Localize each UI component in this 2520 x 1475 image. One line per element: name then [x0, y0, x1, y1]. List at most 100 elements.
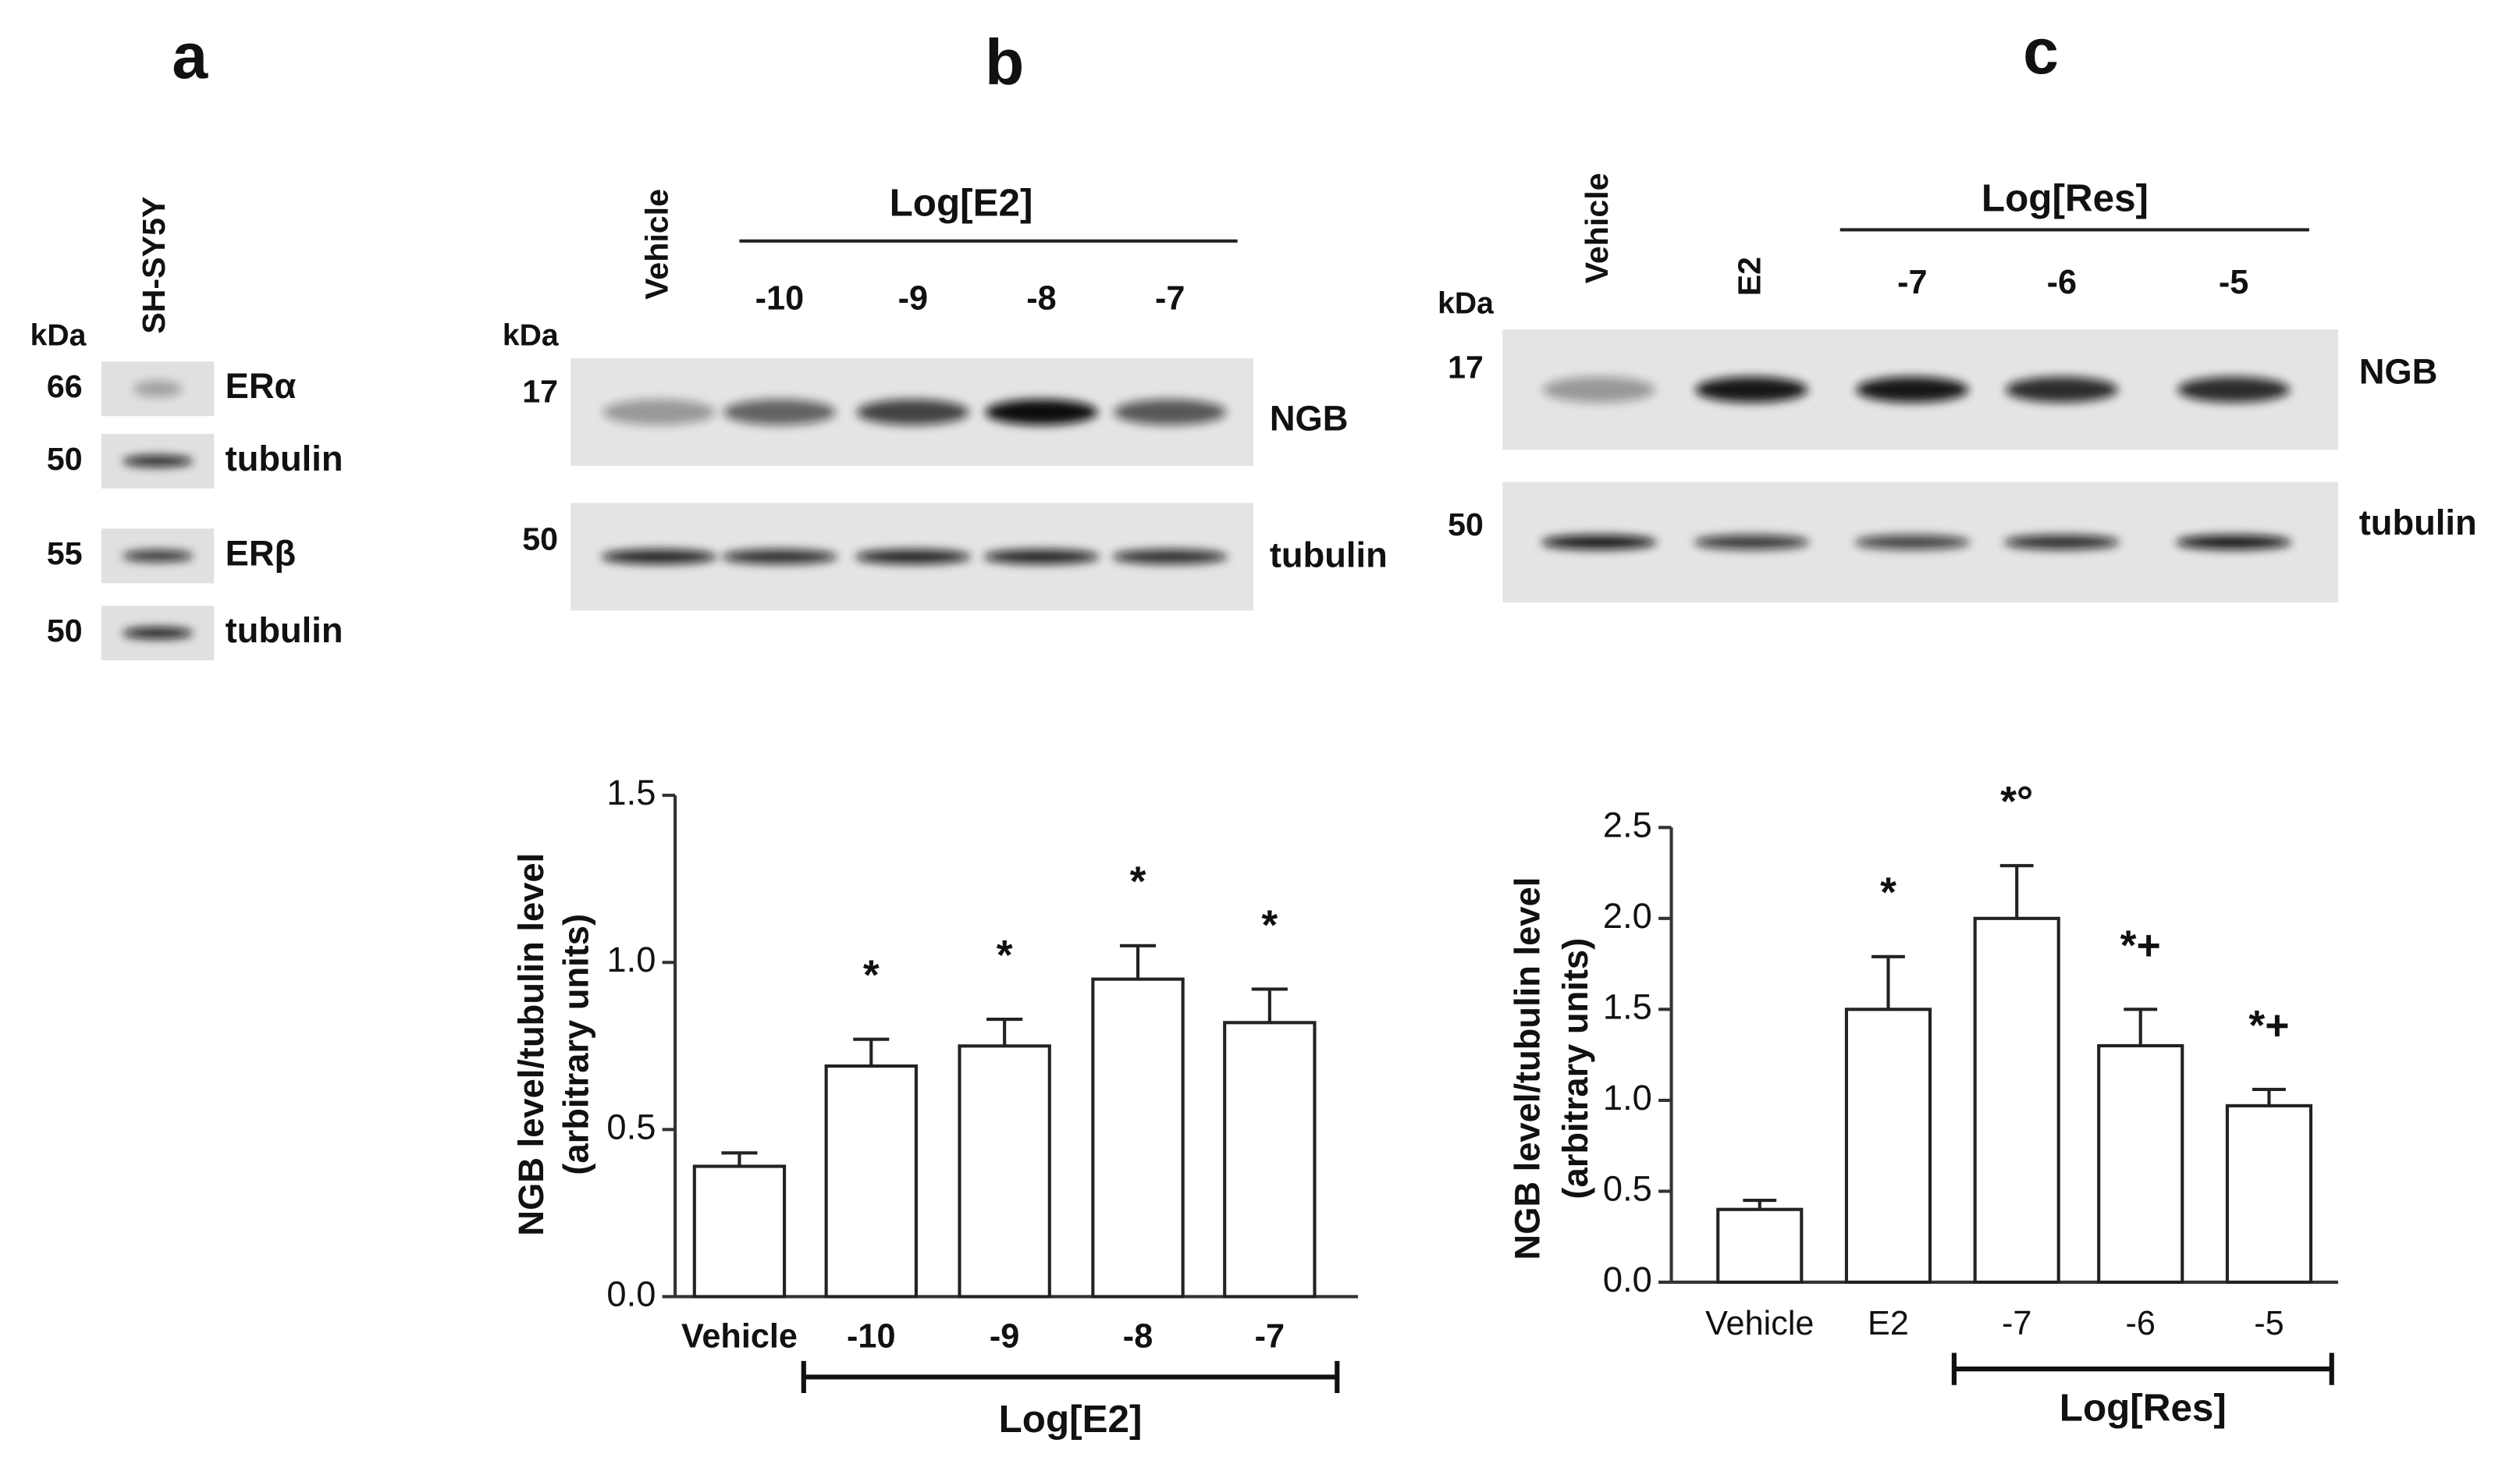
blot-band [1542, 376, 1655, 403]
y-tick-label: 2.0 [1603, 896, 1652, 936]
bar [692, 1164, 787, 1299]
blot-band [133, 380, 183, 397]
panel-label: a [172, 20, 208, 92]
significance-mark: *+ [2248, 1003, 2289, 1049]
significance-mark: * [863, 953, 880, 999]
protein-label: ERβ [226, 533, 297, 573]
blot-band [122, 550, 194, 562]
kda-value: 50 [1448, 506, 1484, 542]
blot-band [2176, 535, 2292, 550]
y-axis-label: NGB level/tubulin level [1507, 877, 1547, 1260]
blot-band [723, 399, 836, 425]
bar [1973, 916, 2060, 1284]
bar [1223, 1021, 1317, 1299]
panel-label: b [985, 27, 1024, 98]
lane-label: -9 [898, 279, 928, 317]
group-label: Log[E2] [999, 1398, 1143, 1441]
lane-label: -6 [2047, 264, 2077, 301]
kda-label: kDa [30, 319, 87, 353]
kda-value: 50 [522, 521, 558, 557]
blot-band [601, 549, 717, 564]
bar [958, 1044, 1051, 1299]
kda-value: 50 [47, 441, 83, 477]
blot-band [122, 627, 194, 639]
blot-band [1856, 376, 1969, 403]
y-tick-label: 0.5 [1603, 1168, 1652, 1208]
y-axis-label: NGB level/tubulin level [511, 853, 551, 1236]
blot-band [855, 549, 971, 564]
bar [824, 1064, 918, 1299]
y-tick-label: 1.5 [606, 773, 656, 812]
y-axis-label: (arbitrary units) [556, 914, 596, 1175]
protein-label: tubulin [226, 610, 343, 650]
significance-mark: * [1130, 859, 1146, 905]
y-axis-label: (arbitrary units) [1555, 938, 1595, 1200]
significance-mark: * [1261, 902, 1278, 948]
x-tick-label: -10 [847, 1317, 895, 1355]
y-tick-label: 1.0 [1603, 1078, 1652, 1118]
lane-label: Vehicle [638, 189, 674, 300]
significance-mark: *+ [2120, 922, 2161, 969]
significance-mark: * [1880, 870, 1896, 916]
kda-value: 17 [1448, 349, 1484, 385]
lane-label: -7 [1897, 264, 1927, 301]
y-tick-label: 0.0 [606, 1274, 656, 1313]
x-tick-label: E2 [1868, 1305, 1909, 1342]
blot-band [983, 549, 1100, 564]
bar [2097, 1043, 2184, 1285]
y-tick-label: 2.5 [1603, 805, 1652, 844]
blot-band [2177, 376, 2291, 403]
x-tick-label: -8 [1123, 1317, 1153, 1355]
group-label: Log[Res] [2060, 1387, 2227, 1430]
protein-label: tubulin [2359, 503, 2477, 542]
x-tick-label: Vehicle [1705, 1305, 1814, 1342]
bar [1716, 1207, 1804, 1284]
x-tick-label: -9 [990, 1317, 1019, 1355]
blot-band [602, 399, 716, 425]
lane-label: -10 [755, 279, 804, 317]
lane-label: -8 [1026, 279, 1056, 317]
y-tick-label: 0.0 [1603, 1260, 1652, 1299]
y-tick-label: 0.5 [606, 1107, 656, 1146]
blot-band [2003, 535, 2120, 550]
significance-mark: * [997, 933, 1013, 979]
blot-band [1694, 535, 1810, 550]
kda-value: 66 [47, 368, 83, 404]
blot-band [1854, 535, 1971, 550]
y-tick-label: 1.5 [1603, 986, 1652, 1026]
protein-label: tubulin [226, 439, 343, 478]
x-tick-label: -7 [2002, 1305, 2031, 1342]
significance-mark: *° [2000, 779, 2033, 825]
x-tick-label: -5 [2254, 1305, 2284, 1342]
x-tick-label: -6 [2126, 1305, 2156, 1342]
blot-band [985, 399, 1098, 425]
group-label: Log[Res] [1982, 176, 2149, 219]
kda-value: 17 [522, 373, 558, 409]
blot-band [122, 455, 194, 467]
blot-band [1112, 549, 1228, 564]
group-label: Log[E2] [890, 182, 1033, 225]
kda-label: kDa [503, 319, 559, 353]
panel-label: c [2023, 16, 2059, 87]
kda-value: 55 [47, 535, 83, 571]
protein-label: tubulin [1270, 535, 1388, 574]
blot-band [1114, 399, 1227, 425]
protein-label: ERα [226, 366, 297, 406]
bar [1844, 1008, 1932, 1285]
x-tick-label: Vehicle [681, 1317, 798, 1355]
x-tick-label: -7 [1255, 1317, 1285, 1355]
bar [1091, 977, 1185, 1299]
kda-value: 50 [47, 613, 83, 649]
protein-label: NGB [2359, 352, 2438, 392]
lane-label: E2 [1731, 257, 1767, 296]
blot-band [1695, 376, 1808, 403]
lane-label: -5 [2219, 264, 2248, 301]
lane-label: -7 [1155, 279, 1185, 317]
kda-label: kDa [1438, 287, 1494, 321]
blot-band [856, 399, 969, 425]
blot-band [1541, 535, 1658, 550]
blot-band [2005, 376, 2118, 403]
lane-label: SH-SY5Y [136, 197, 172, 334]
